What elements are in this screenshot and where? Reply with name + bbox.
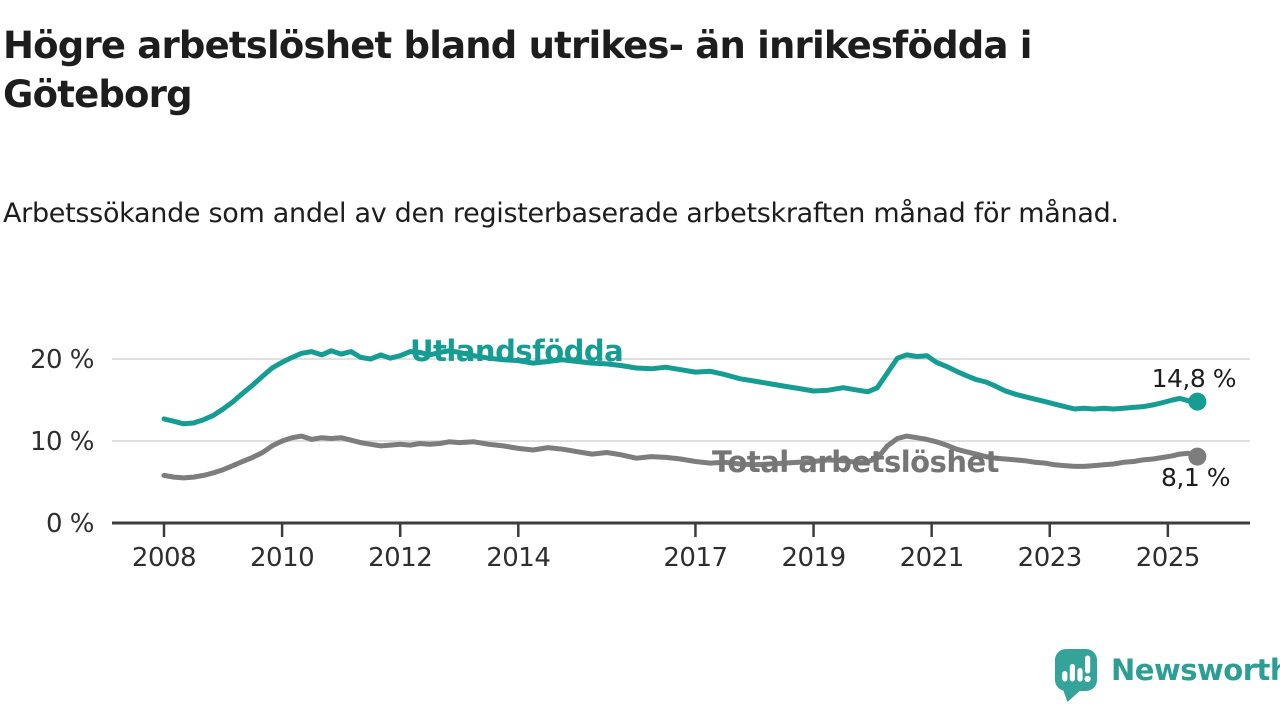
x-tick-label-2010: 2010 [250,543,314,573]
end-value-label-utlandsfodda: 14,8 % [1152,364,1236,393]
series-line-1 [161,433,1200,481]
series-line-0 [161,348,1200,427]
newsworthy-logo: Newsworthy [1054,648,1280,706]
series-label-utlandsfodda: Utlandsfödda [410,334,623,368]
y-tick-label-10: 10 % [30,427,94,457]
series-label-total-arbetsloshet: Total arbetslöshet [712,445,1000,479]
x-tick-label-2012: 2012 [368,543,432,573]
x-tick-label-2025: 2025 [1136,543,1200,573]
logo-bar-chart-glyph [1062,655,1091,683]
series-end-dot-1 [1188,447,1207,466]
series-end-dot-0 [1188,392,1207,411]
series-lines [161,348,1200,481]
end-value-label-total: 8,1 % [1161,463,1230,492]
x-tick-label-2014: 2014 [486,543,550,573]
series-end-dots [1188,392,1207,466]
x-tick-label-2023: 2023 [1018,543,1082,573]
x-tick-label-2019: 2019 [781,543,845,573]
y-tick-label-0: 0 % [46,509,94,539]
chart-subtitle: Arbetssökande som andel av den registerb… [3,198,1119,229]
x-tick-label-2008: 2008 [132,543,196,573]
axes-and-ticks: 0 % 10 % 20 % 2008 2010 2012 2014 2017 2019 2021 2… [30,345,1250,573]
newsworthy-logo-icon [1055,649,1097,702]
newsworthy-logo-text: Newsworthy [1111,653,1280,687]
x-tick-label-2017: 2017 [663,543,727,573]
gridlines [112,358,1250,442]
chart-title: Högre arbetslöshet bland utrikes- än inr… [3,24,1032,116]
x-tick-label-2021: 2021 [900,543,964,573]
y-tick-label-20: 20 % [30,345,94,375]
